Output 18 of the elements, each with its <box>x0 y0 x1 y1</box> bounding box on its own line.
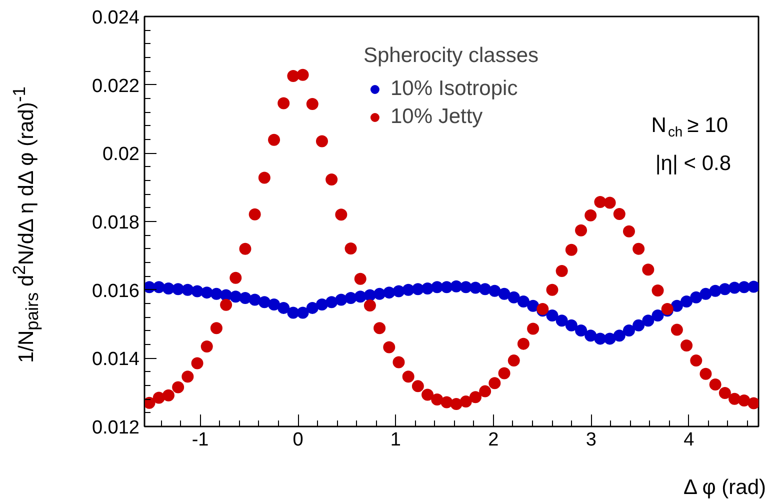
x-tick-label: 3 <box>586 430 596 450</box>
x-axis-title: Δ φ (rad) <box>682 475 766 499</box>
y-tick-label: 0.018 <box>92 212 140 234</box>
x-tick-label: 1 <box>390 430 402 450</box>
legend-title: Spherocity classes <box>363 44 539 68</box>
legend-label: 10% Jetty <box>390 104 483 130</box>
x-tick-label: -1 <box>192 430 209 450</box>
y-tick-label: 0.024 <box>92 8 140 28</box>
y-tick-label: 0.016 <box>92 280 140 302</box>
y-tick-label: 0.014 <box>92 349 140 370</box>
y-tick-label: 0.022 <box>92 76 140 97</box>
annotation: |η| < 0.8 <box>655 152 732 175</box>
y-tick-label: 0.012 <box>92 418 140 438</box>
x-tick-label: 4 <box>684 430 695 450</box>
y-tick-label: 0.02 <box>102 144 140 166</box>
legend-label: 10% Isotropic <box>390 76 518 102</box>
x-tick-label: 2 <box>488 430 499 450</box>
x-tick-label: 0 <box>292 430 304 450</box>
